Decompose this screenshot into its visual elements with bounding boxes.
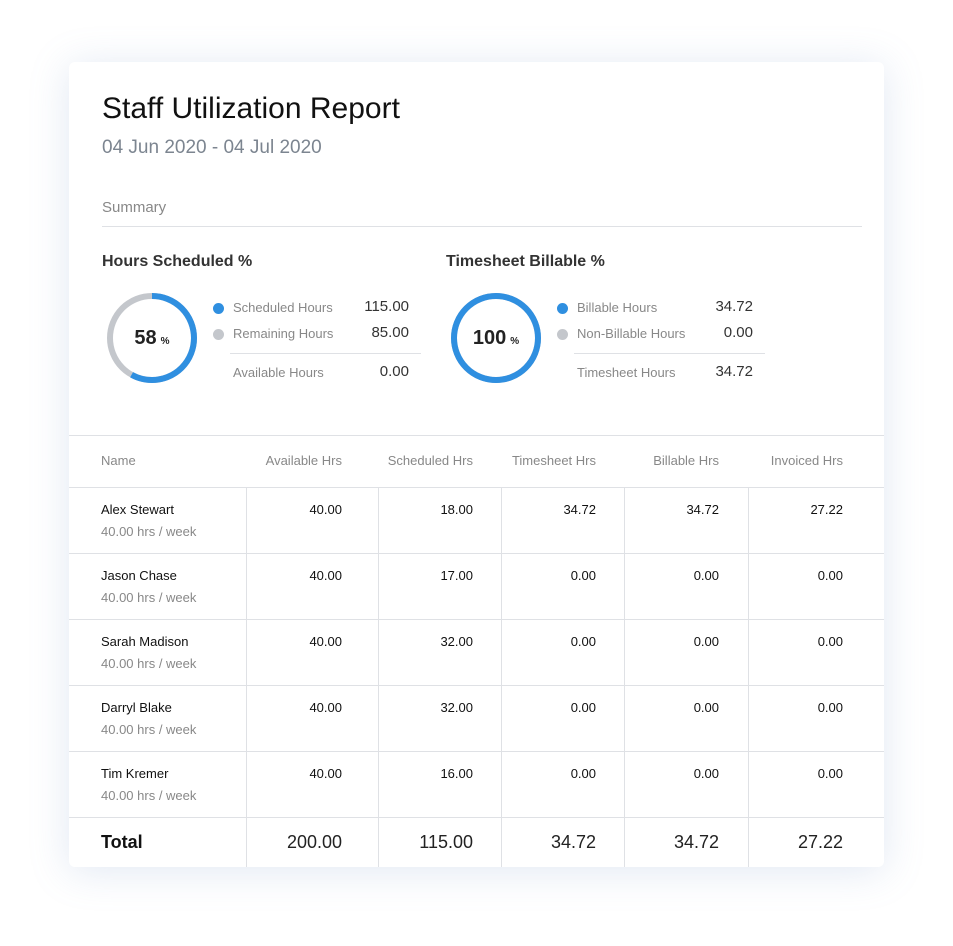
total-cell: 200.00 xyxy=(286,832,342,852)
cell-value: 0.00 xyxy=(817,700,843,715)
divider xyxy=(574,353,765,354)
staff-hours: 40.00 hrs / week xyxy=(101,524,197,539)
percent-unit: % xyxy=(160,336,170,347)
percent-value: 100 xyxy=(472,327,507,349)
legend-label: Non-Billable Hours xyxy=(577,326,686,341)
legend-label: Scheduled Hours xyxy=(233,300,333,315)
legend-dot xyxy=(557,328,568,340)
total-value: 0.00 xyxy=(379,363,409,380)
total-cell: 34.72 xyxy=(673,832,719,852)
legend-label: Billable Hours xyxy=(577,300,658,315)
total-label: Available Hours xyxy=(233,365,324,380)
divider xyxy=(69,487,884,488)
total-value: 34.72 xyxy=(715,363,753,380)
cell-value: 0.00 xyxy=(817,766,843,781)
divider xyxy=(378,487,379,867)
staff-hours: 40.00 hrs / week xyxy=(101,656,197,671)
cell-value: 27.22 xyxy=(810,502,843,517)
staff-name: Darryl Blake xyxy=(101,700,172,715)
date-range: 04 Jun 2020 - 04 Jul 2020 xyxy=(102,137,322,158)
column-header: Invoiced Hrs xyxy=(770,453,843,468)
staff-hours: 40.00 hrs / week xyxy=(101,722,197,737)
divider xyxy=(69,435,884,436)
cell-value: 0.00 xyxy=(570,766,596,781)
cell-value: 16.00 xyxy=(440,766,473,781)
cell-value: 34.72 xyxy=(563,502,596,517)
cell-value: 40.00 xyxy=(309,502,342,517)
percent-value: 58 xyxy=(134,327,157,349)
report-card: Staff Utilization Report 04 Jun 2020 - 04… xyxy=(69,62,884,867)
donut-arc xyxy=(451,293,541,383)
staff-hours: 40.00 hrs / week xyxy=(101,590,197,605)
legend-value: 34.72 xyxy=(715,298,753,315)
staff-name: Alex Stewart xyxy=(101,502,174,517)
summary-label: Summary xyxy=(102,199,167,216)
cell-value: 0.00 xyxy=(817,568,843,583)
divider xyxy=(501,487,502,867)
cell-value: 32.00 xyxy=(440,634,473,649)
cell-value: 32.00 xyxy=(440,700,473,715)
cell-value: 40.00 xyxy=(309,700,342,715)
cell-value: 18.00 xyxy=(440,502,473,517)
cell-value: 0.00 xyxy=(817,634,843,649)
column-header: Name xyxy=(101,453,136,468)
legend-dot xyxy=(213,328,224,340)
column-header: Scheduled Hrs xyxy=(387,453,473,468)
cell-value: 40.00 xyxy=(309,634,342,649)
cell-value: 0.00 xyxy=(693,766,719,781)
cell-value: 0.00 xyxy=(570,700,596,715)
percent-unit: % xyxy=(510,336,520,347)
total-row-label: Total xyxy=(101,832,143,852)
legend-value: 0.00 xyxy=(723,324,753,341)
divider xyxy=(69,685,884,686)
column-header: Available Hrs xyxy=(265,453,342,468)
report-title: Staff Utilization Report xyxy=(102,92,400,125)
divider xyxy=(230,353,421,354)
panel-title: Timesheet Billable % xyxy=(446,253,605,270)
staff-hours: 40.00 hrs / week xyxy=(101,788,197,803)
donut-arc xyxy=(107,293,197,383)
divider xyxy=(748,487,749,867)
cell-value: 0.00 xyxy=(693,634,719,649)
cell-value: 40.00 xyxy=(309,766,342,781)
divider xyxy=(102,226,862,227)
column-header: Timesheet Hrs xyxy=(511,453,596,468)
percent-wrap: 58% xyxy=(105,328,199,348)
cell-value: 0.00 xyxy=(570,568,596,583)
legend-value: 115.00 xyxy=(364,298,409,315)
divider xyxy=(246,487,247,867)
staff-name: Jason Chase xyxy=(101,568,177,583)
total-cell: 27.22 xyxy=(797,832,843,852)
donut xyxy=(451,293,541,383)
cell-value: 40.00 xyxy=(309,568,342,583)
cell-value: 0.00 xyxy=(693,568,719,583)
total-cell: 34.72 xyxy=(550,832,596,852)
legend-value: 85.00 xyxy=(371,324,409,341)
divider xyxy=(69,817,884,818)
total-label: Timesheet Hours xyxy=(577,365,676,380)
divider xyxy=(624,487,625,867)
staff-name: Sarah Madison xyxy=(101,634,189,649)
legend-label: Remaining Hours xyxy=(233,326,334,341)
divider xyxy=(69,553,884,554)
cell-value: 0.00 xyxy=(693,700,719,715)
cell-value: 34.72 xyxy=(686,502,719,517)
divider xyxy=(69,751,884,752)
panel-title: Hours Scheduled % xyxy=(102,253,253,270)
column-header: Billable Hrs xyxy=(653,453,719,468)
percent-wrap: 100% xyxy=(449,328,543,348)
total-cell: 115.00 xyxy=(419,832,473,852)
cell-value: 17.00 xyxy=(440,568,473,583)
donut xyxy=(107,293,197,383)
cell-value: 0.00 xyxy=(570,634,596,649)
staff-name: Tim Kremer xyxy=(101,766,169,781)
legend-dot xyxy=(557,302,568,314)
legend-dot xyxy=(213,302,224,314)
divider xyxy=(69,619,884,620)
